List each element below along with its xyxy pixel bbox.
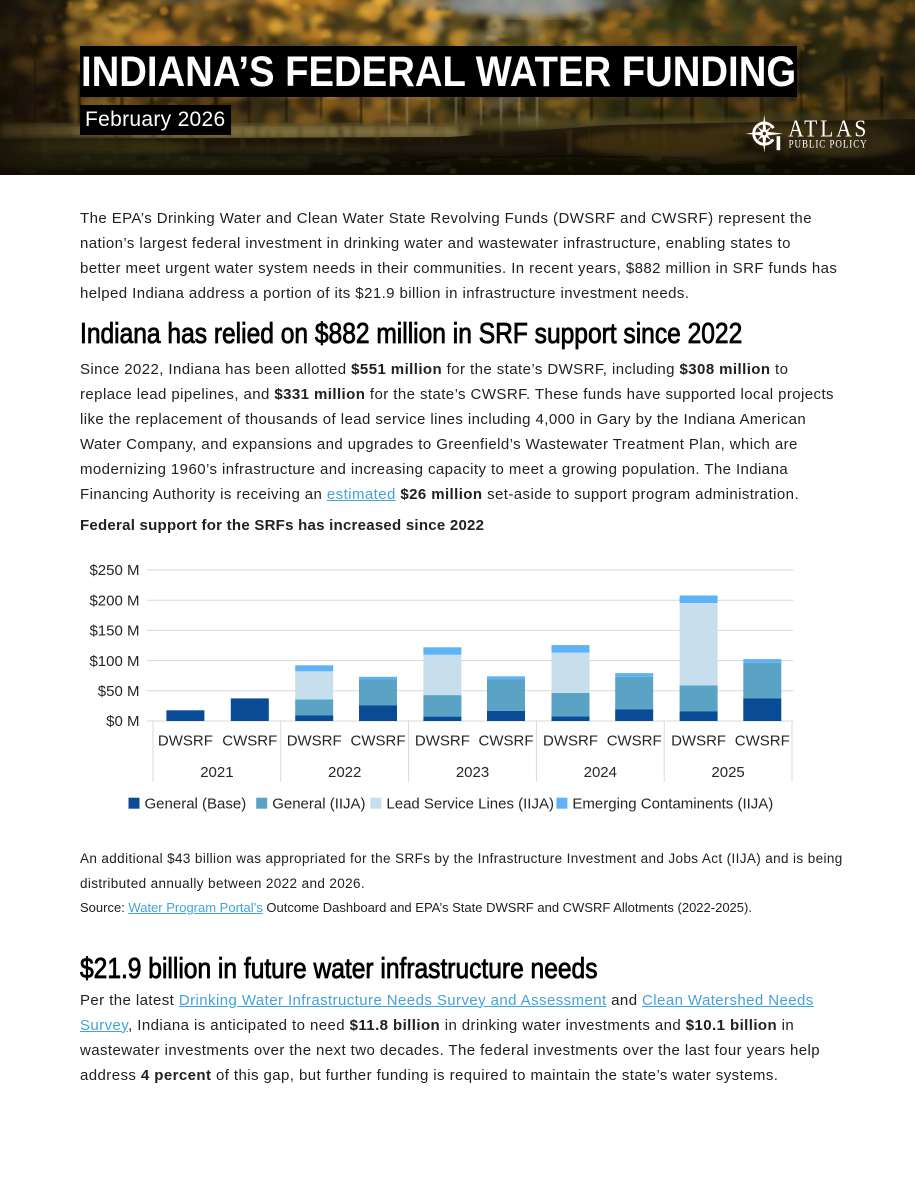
svg-text:$150 M: $150 M: [89, 623, 139, 640]
svg-text:2023: 2023: [456, 764, 489, 781]
svg-text:PUBLIC POLICY: PUBLIC POLICY: [789, 138, 868, 150]
svg-text:CWSRF: CWSRF: [735, 733, 790, 750]
svg-text:2024: 2024: [584, 764, 617, 781]
svg-text:2021: 2021: [200, 764, 233, 781]
svg-text:DWSRF: DWSRF: [671, 733, 726, 750]
svg-text:General (IIJA): General (IIJA): [272, 795, 365, 812]
svg-text:CWSRF: CWSRF: [351, 733, 406, 750]
svg-text:$250 M: $250 M: [89, 562, 139, 579]
svg-text:CWSRF: CWSRF: [222, 733, 277, 750]
svg-text:Lead Service Lines (IIJA): Lead Service Lines (IIJA): [386, 795, 554, 812]
svg-text:Emerging Contaminents (IIJA): Emerging Contaminents (IIJA): [572, 795, 773, 812]
svg-text:2022: 2022: [328, 764, 361, 781]
svg-text:DWSRF: DWSRF: [158, 733, 213, 750]
svg-text:CWSRF: CWSRF: [607, 733, 662, 750]
svg-text:2025: 2025: [711, 764, 744, 781]
svg-text:$200 M: $200 M: [89, 592, 139, 609]
svg-text:DWSRF: DWSRF: [415, 733, 470, 750]
svg-text:ATLAS: ATLAS: [788, 117, 869, 143]
svg-text:$100 M: $100 M: [89, 653, 139, 670]
svg-text:$50 M: $50 M: [98, 683, 140, 700]
svg-text:DWSRF: DWSRF: [287, 733, 342, 750]
svg-text:CWSRF: CWSRF: [479, 733, 534, 750]
svg-text:$0 M: $0 M: [106, 713, 139, 730]
svg-text:DWSRF: DWSRF: [543, 733, 598, 750]
svg-text:General (Base): General (Base): [145, 795, 247, 812]
